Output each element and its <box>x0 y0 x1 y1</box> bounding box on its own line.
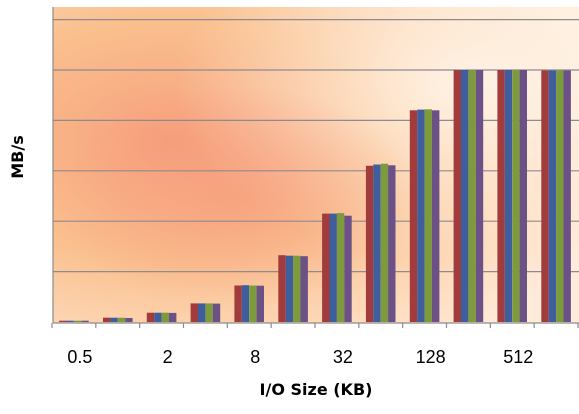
bar <box>110 317 118 322</box>
bar <box>424 109 432 322</box>
bar <box>117 317 126 322</box>
bars <box>59 70 571 322</box>
bar <box>432 110 440 322</box>
bar <box>475 70 484 322</box>
x-tick-label: 128 <box>416 347 446 367</box>
bar <box>205 303 213 322</box>
bar <box>300 256 308 322</box>
bar <box>563 70 571 322</box>
bar <box>373 164 381 322</box>
plot-warm-spot <box>53 7 579 323</box>
bar <box>125 318 133 322</box>
x-tick-label: 0.5 <box>67 347 92 367</box>
x-tick-label: 8 <box>250 347 260 367</box>
bar <box>541 70 549 322</box>
bar <box>249 285 257 322</box>
bar <box>293 255 301 322</box>
bar <box>512 70 520 322</box>
x-tick-label: 512 <box>503 347 533 367</box>
bar <box>73 320 82 322</box>
x-tick-label: 2 <box>163 347 173 367</box>
bar <box>169 312 177 322</box>
bar <box>365 165 374 322</box>
gridlines <box>53 19 579 273</box>
bar <box>417 109 425 322</box>
bar <box>198 303 206 322</box>
bar <box>212 303 221 322</box>
bar <box>154 312 162 322</box>
bar <box>256 285 264 322</box>
bar <box>344 215 352 322</box>
bar <box>380 163 389 322</box>
x-tick-labels: 0.5 2 8 32 128 512 <box>67 347 533 367</box>
bar <box>103 317 111 322</box>
bar <box>497 70 505 322</box>
bar <box>468 70 476 322</box>
bar <box>241 285 250 322</box>
bar <box>278 255 286 322</box>
bar <box>66 320 74 322</box>
bar <box>234 285 242 322</box>
x-axis-title: I/O Size (KB) <box>260 380 373 399</box>
bar <box>388 165 396 322</box>
bar <box>59 320 67 322</box>
bar <box>548 70 557 322</box>
bar <box>519 70 527 322</box>
bar <box>146 312 155 322</box>
bar <box>461 70 469 322</box>
axes <box>51 7 579 328</box>
y-axis-title: MB/s <box>8 135 27 178</box>
bar <box>336 213 345 322</box>
bar <box>81 320 89 322</box>
bar <box>322 213 330 322</box>
bar <box>161 312 169 322</box>
bar <box>556 70 564 322</box>
bar <box>190 303 198 322</box>
bar <box>409 110 418 322</box>
x-tick-label: 32 <box>333 347 353 367</box>
bar <box>285 255 294 322</box>
bar <box>453 70 461 322</box>
bar <box>329 213 337 322</box>
bar <box>504 70 513 322</box>
